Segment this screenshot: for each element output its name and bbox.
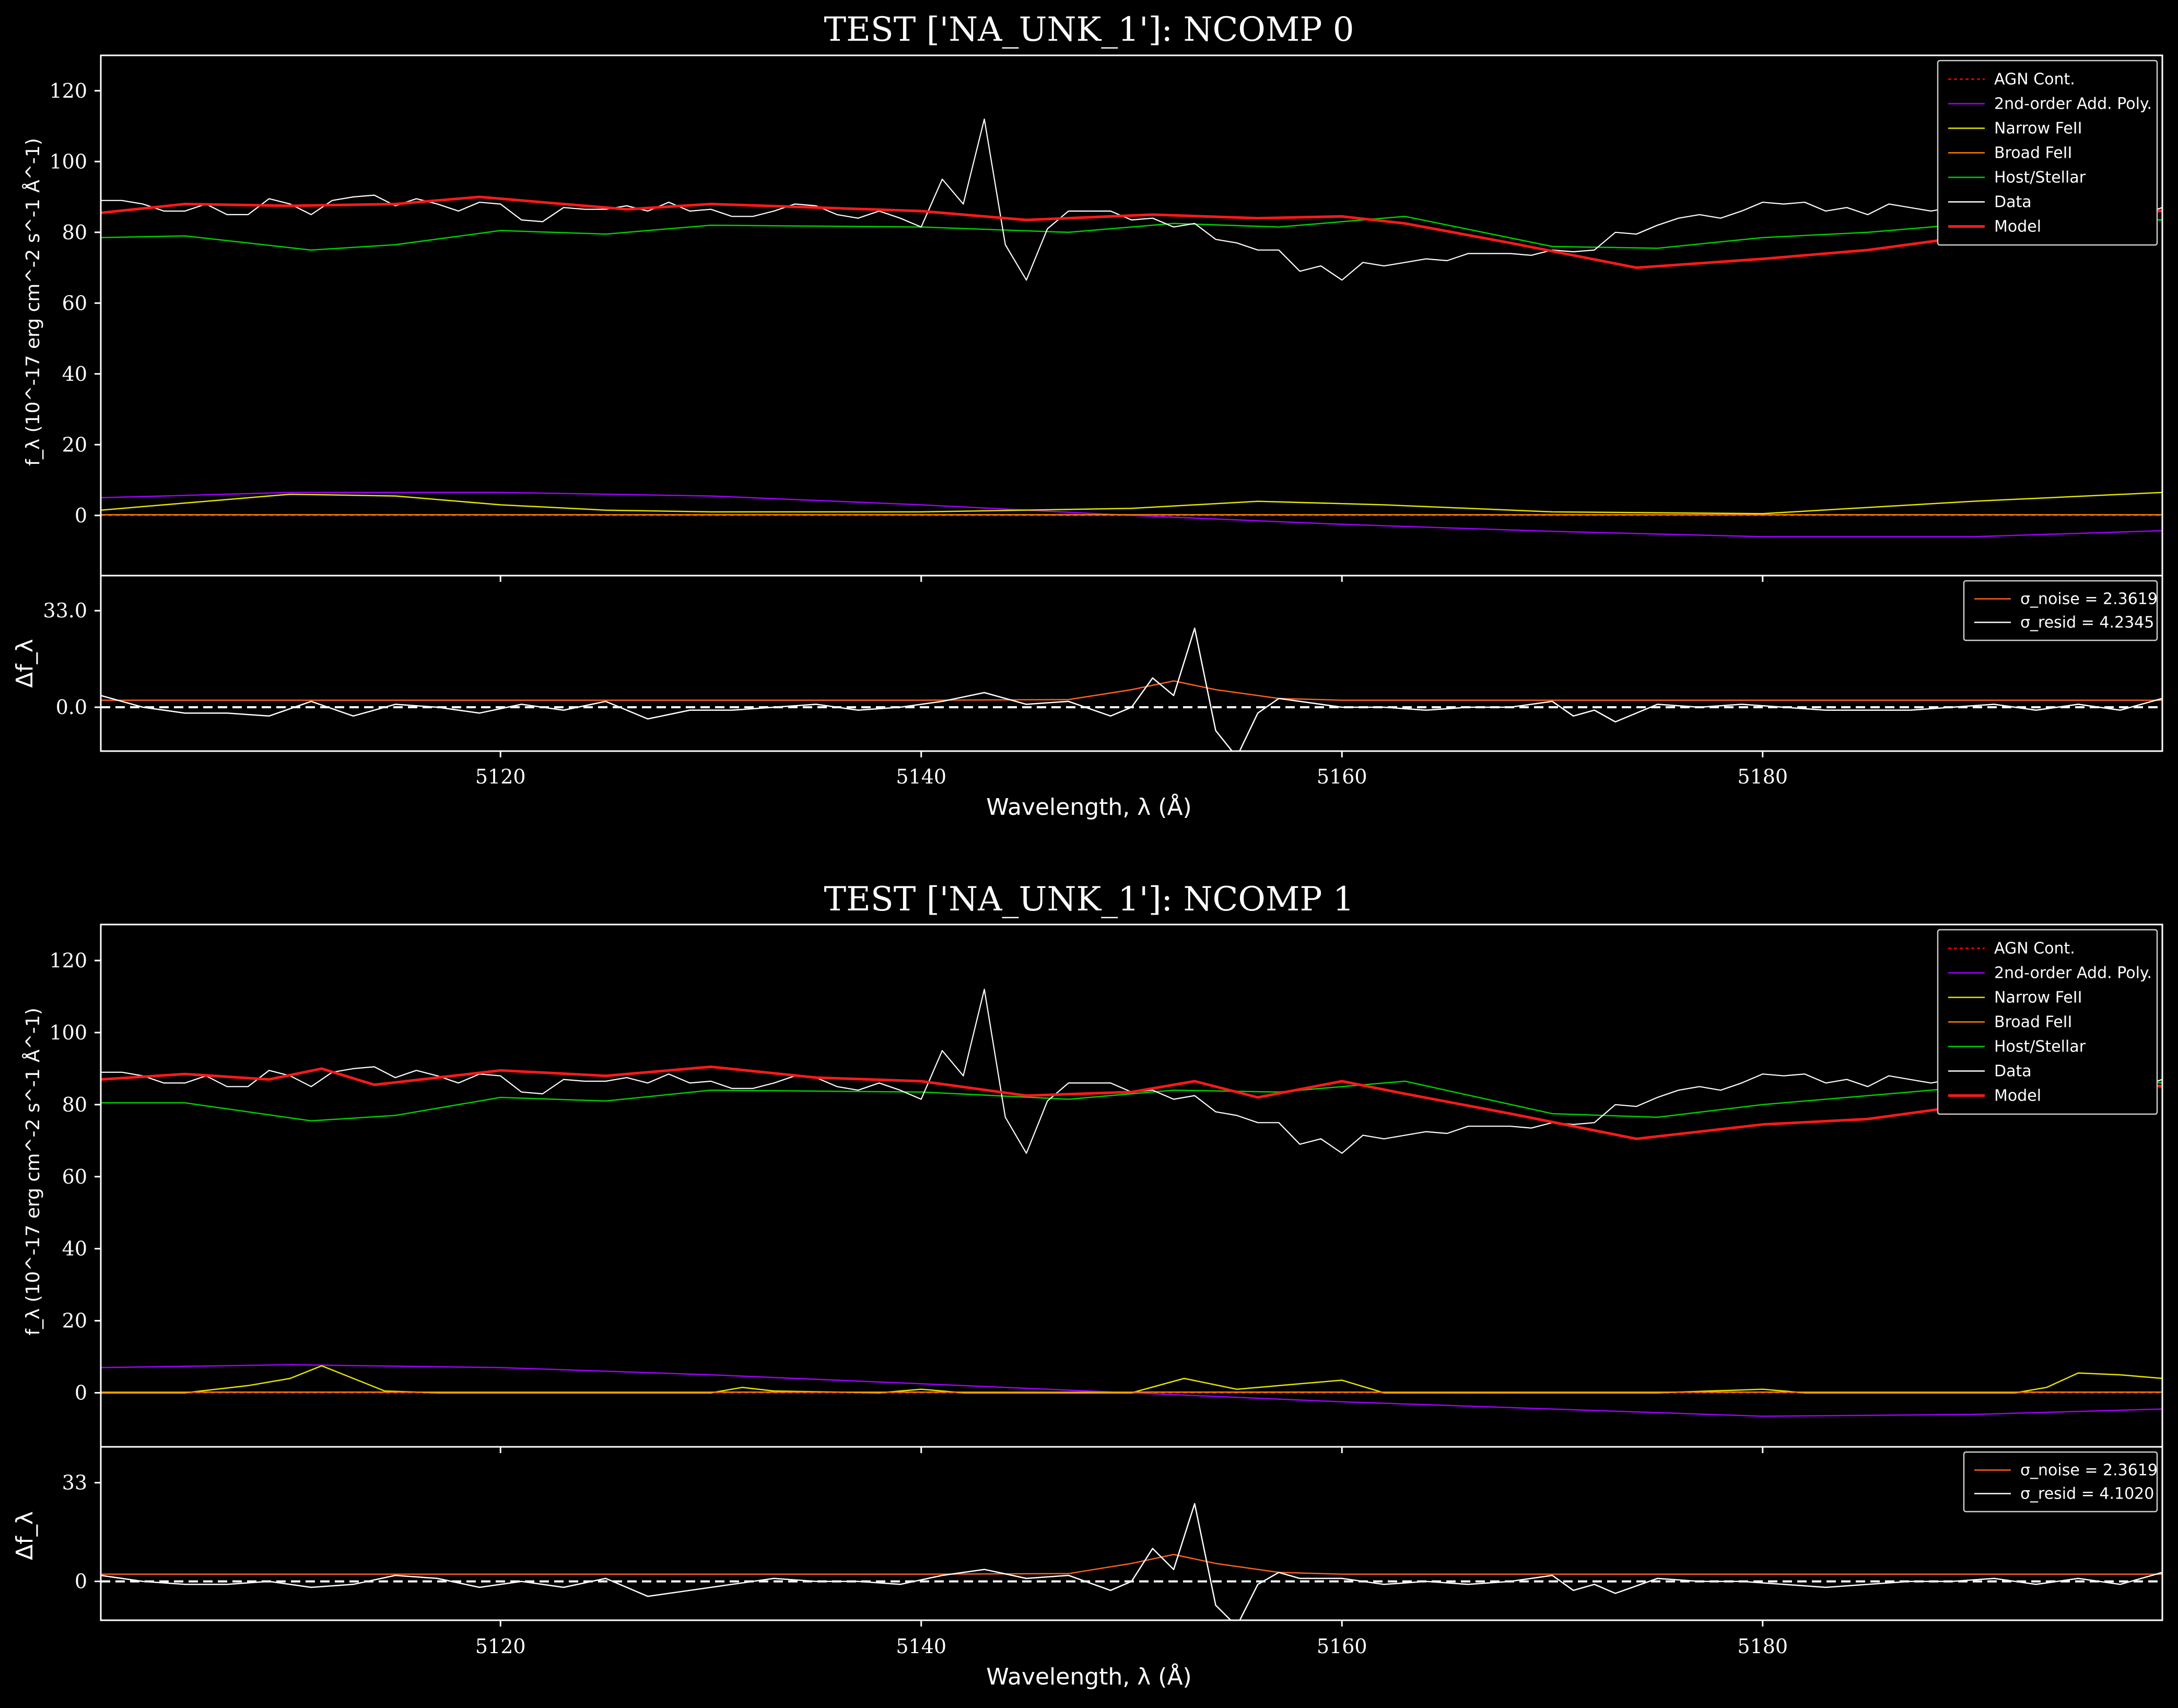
legend-label: σ_resid = 4.2345 — [2020, 614, 2154, 632]
legend-label: 2nd-order Add. Poly. — [1994, 964, 2152, 982]
y-tick-label: 100 — [49, 1021, 87, 1044]
legend-label: Data — [1994, 193, 2032, 212]
legend-label: σ_noise = 2.3619 — [2020, 590, 2158, 609]
series-line-resid-4-2345 — [101, 627, 2162, 751]
legend-label: AGN Cont. — [1994, 71, 2075, 89]
legend: σ_noise = 2.3619 σ_resid = 4.1020 — [1963, 1451, 2158, 1513]
x-tick-label: 5180 — [1737, 765, 1788, 788]
legend-label: Model — [1994, 218, 2041, 236]
y-tick-label: 60 — [62, 1165, 87, 1188]
y-tick-label: 33.0 — [43, 599, 87, 622]
y-tick-label: 80 — [62, 1093, 87, 1116]
legend-box — [1937, 929, 2158, 1115]
y-axis-label: f_λ (10^-17 erg cm^-2 s^-1 Å^-1) — [21, 138, 44, 466]
series-line-noise-2-3619 — [101, 1553, 2162, 1575]
x-tick-label: 5180 — [1737, 1635, 1788, 1658]
fit-figure-ncomp-1: TEST ['NA_UNK_1']: NCOMP 1 0 20 40 60 80 100 1… — [11, 880, 2163, 1690]
series-group — [101, 118, 2162, 537]
y-tick-label: 120 — [49, 949, 87, 972]
legend-box — [1963, 580, 2158, 641]
chart-title: TEST ['NA_UNK_1']: NCOMP 1 — [824, 880, 1354, 919]
y-tick-label: 100 — [49, 150, 87, 173]
legend-label: Narrow FeII — [1994, 120, 2082, 138]
y-axis-label: f_λ (10^-17 erg cm^-2 s^-1 Å^-1) — [21, 1008, 44, 1336]
x-tick-label: 5120 — [475, 765, 526, 788]
legend-box — [1937, 60, 2158, 246]
x-axis-label: Wavelength, λ (Å) — [986, 1663, 1191, 1690]
y-tick-label: 33 — [62, 1471, 87, 1494]
legend-label: Broad FeII — [1994, 1013, 2072, 1032]
residual-y-axis-label: Δf_λ — [11, 639, 38, 688]
fit-figure-ncomp-0: TEST ['NA_UNK_1']: NCOMP 0 0 20 40 60 80 100 1… — [11, 10, 2163, 821]
legend-label: Host/Stellar — [1994, 1038, 2086, 1056]
residual-y-axis-label: Δf_λ — [11, 1511, 38, 1560]
legend-label: σ_resid = 4.1020 — [2020, 1485, 2154, 1503]
series-line-narrow-feii — [101, 1365, 2162, 1394]
residual-panel: 0 33 5120 5140 5160 5180 σ_noise = 2.3619 σ_res… — [62, 1446, 2163, 1658]
series-line-host-stellar — [101, 1075, 2162, 1122]
y-tick-label: 120 — [49, 79, 87, 102]
legend-label: Data — [1994, 1062, 2032, 1081]
x-tick-label: 5140 — [896, 765, 946, 788]
series-group — [101, 1503, 2162, 1620]
y-tick-label: 60 — [62, 291, 87, 314]
legend: AGN Cont. 2nd-order Add. Poly. Narrow FeII… — [1937, 929, 2158, 1115]
series-line-2nd-order-add-poly — [101, 492, 2162, 537]
legend-label: σ_noise = 2.3619 — [2020, 1461, 2158, 1480]
series-line-data — [101, 118, 2162, 281]
series-line-resid-4-1020 — [101, 1503, 2162, 1620]
chart-title: TEST ['NA_UNK_1']: NCOMP 0 — [824, 10, 1354, 49]
axes-frame — [100, 575, 2163, 752]
series-group — [101, 627, 2162, 751]
y-tick-label: 0.0 — [56, 696, 87, 719]
legend: σ_noise = 2.3619 σ_resid = 4.2345 — [1963, 580, 2158, 641]
series-group — [101, 988, 2162, 1417]
x-tick-label: 5140 — [896, 1635, 946, 1658]
series-line-host-stellar — [101, 216, 2162, 251]
y-tick-label: 20 — [62, 1309, 87, 1332]
axes-frame — [100, 1446, 2163, 1621]
y-tick-label: 0 — [75, 504, 87, 527]
y-tick-label: 40 — [62, 1237, 87, 1260]
legend-label: Model — [1994, 1087, 2041, 1105]
y-tick-label: 0 — [75, 1570, 87, 1593]
series-line-noise-2-3619 — [101, 680, 2162, 701]
flux-panel: 0 20 40 60 80 100 120 AGN Cont. 2nd-order Add. P… — [49, 54, 2163, 582]
legend-label: Broad FeII — [1994, 144, 2072, 162]
y-tick-label: 20 — [62, 433, 87, 456]
legend-label: AGN Cont. — [1994, 940, 2075, 958]
legend-box — [1963, 1451, 2158, 1513]
flux-panel: 0 20 40 60 80 100 120 AGN Cont. 2nd-order Add. P… — [49, 923, 2163, 1453]
x-tick-label: 5160 — [1317, 1635, 1367, 1658]
legend-label: Host/Stellar — [1994, 169, 2086, 187]
y-tick-label: 40 — [62, 362, 87, 385]
y-tick-label: 80 — [62, 221, 87, 244]
x-tick-label: 5160 — [1317, 765, 1367, 788]
legend-label: Narrow FeII — [1994, 989, 2082, 1007]
legend-label: 2nd-order Add. Poly. — [1994, 95, 2152, 113]
x-axis-label: Wavelength, λ (Å) — [986, 793, 1191, 821]
series-line-model — [101, 195, 2162, 269]
y-tick-label: 0 — [75, 1382, 87, 1405]
x-tick-label: 5120 — [475, 1635, 526, 1658]
series-line-narrow-feii — [101, 492, 2162, 514]
legend: AGN Cont. 2nd-order Add. Poly. Narrow FeII… — [1937, 60, 2158, 246]
series-line-model — [101, 1065, 2162, 1140]
